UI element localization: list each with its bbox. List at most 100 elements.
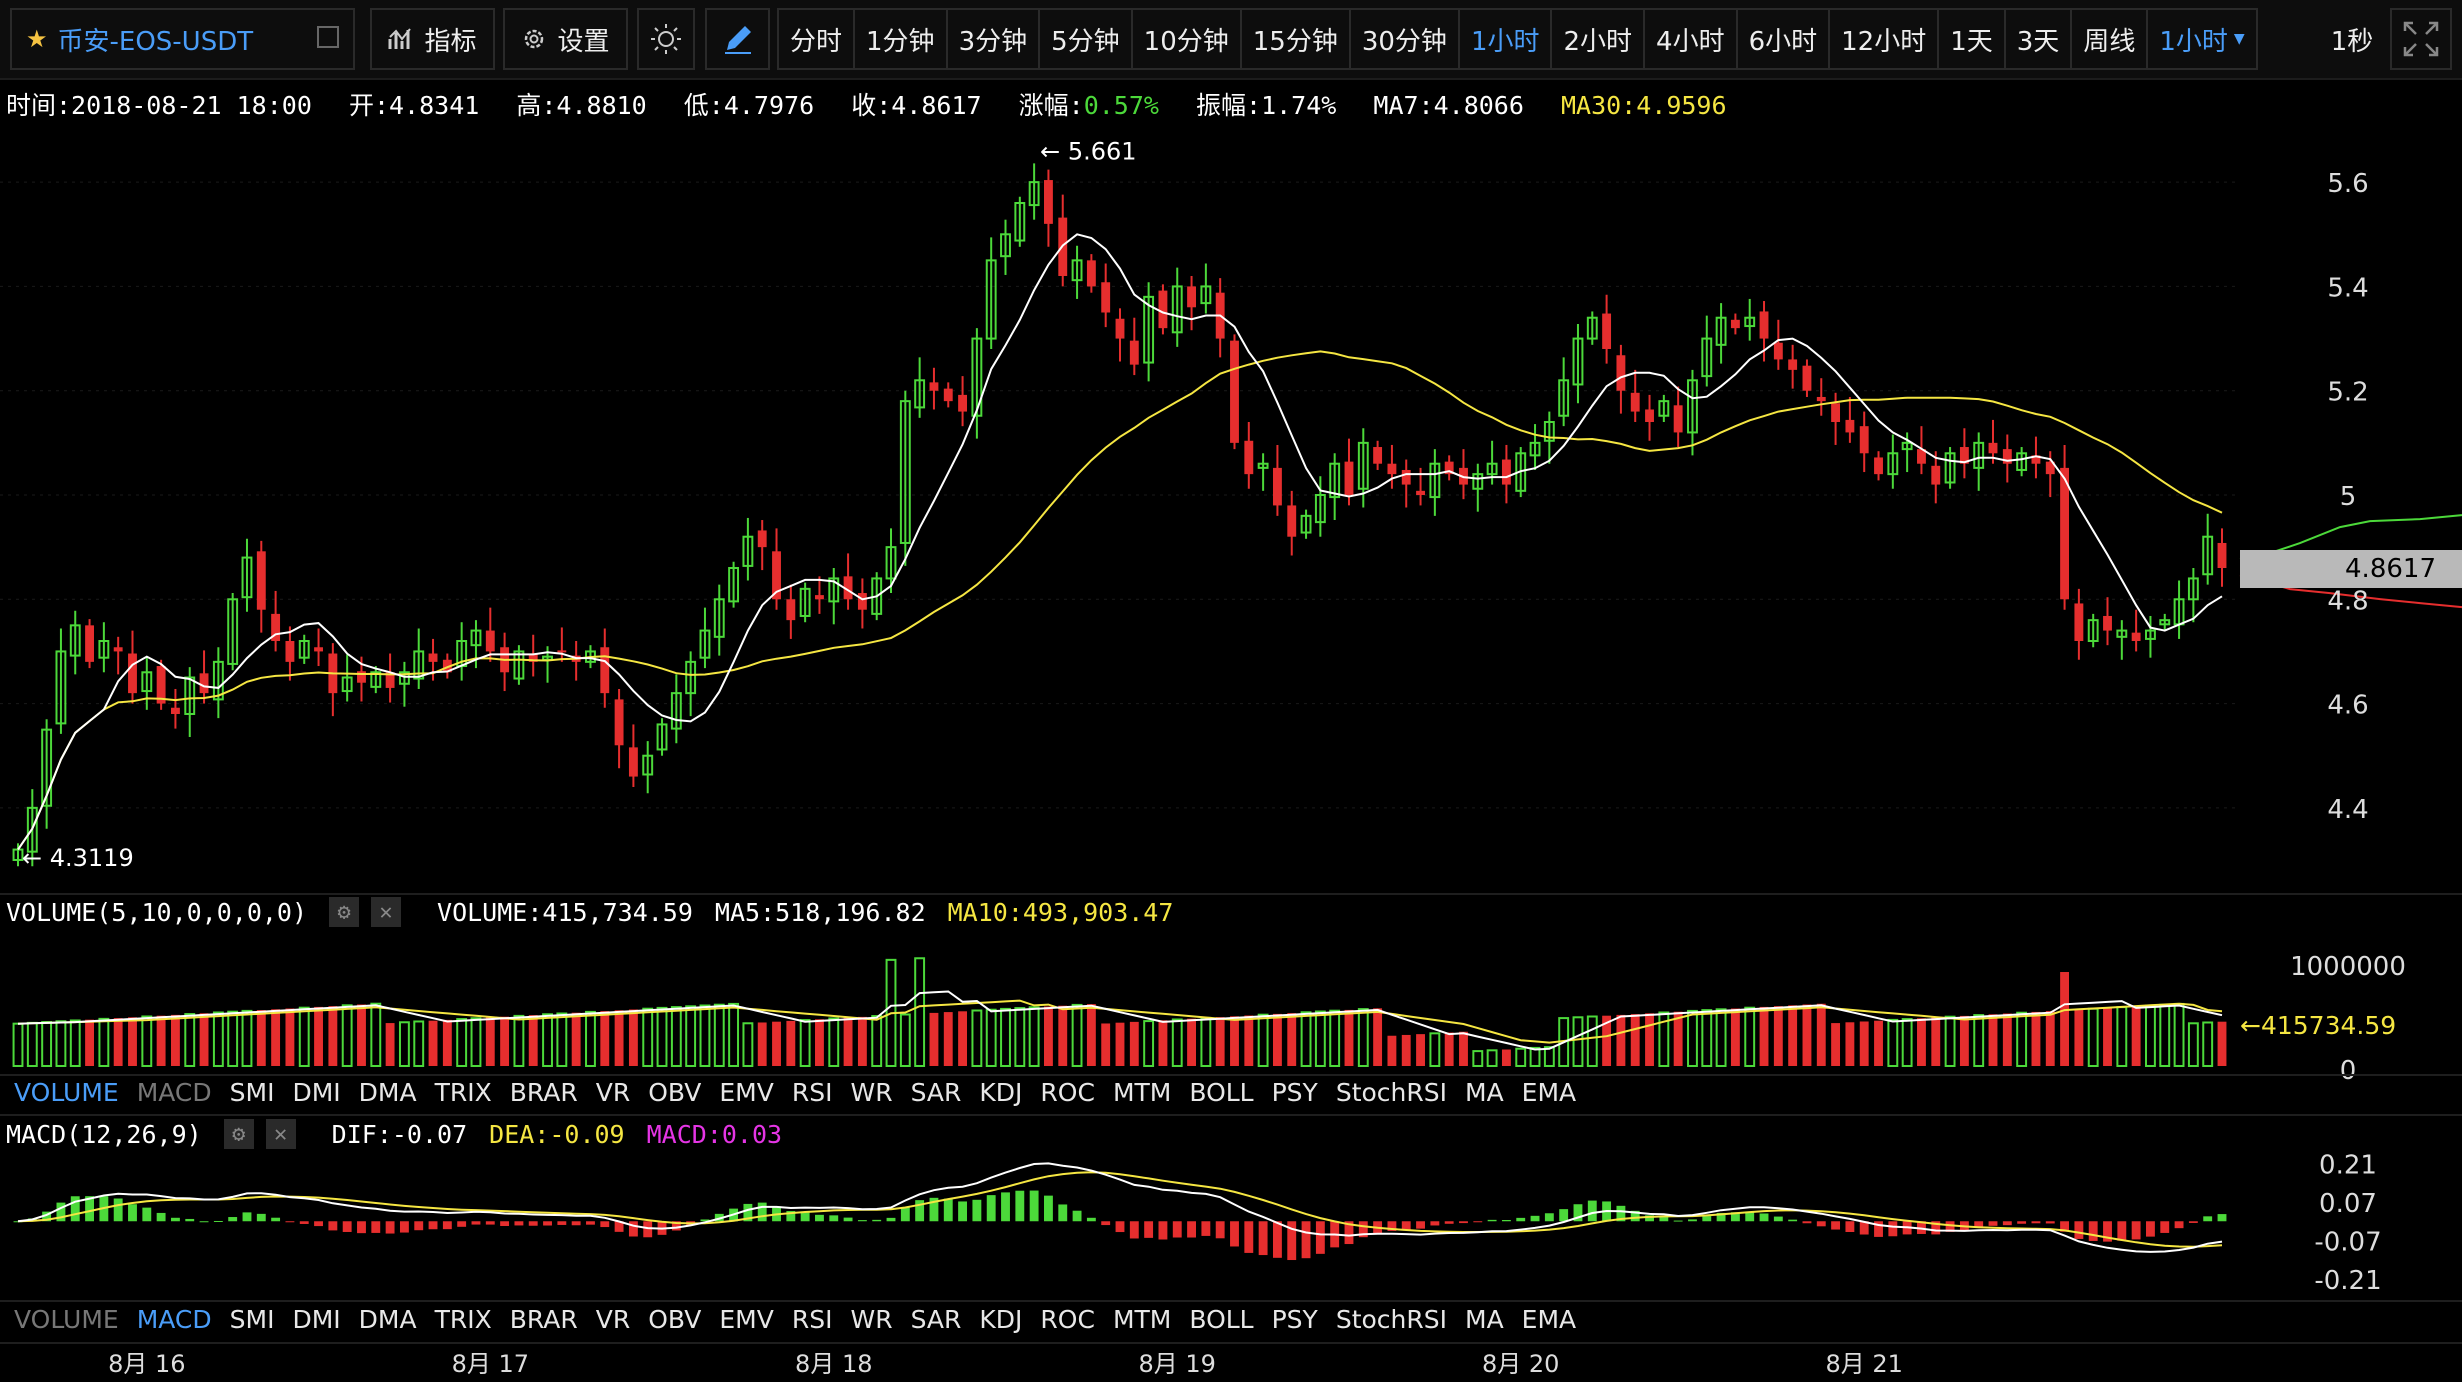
theme-toggle-button[interactable]: [637, 8, 695, 70]
indicator-tab-stochrsi[interactable]: StochRSI: [1335, 1305, 1447, 1334]
indicator-tab-rsi[interactable]: RSI: [791, 1078, 833, 1107]
period-tab[interactable]: 3分钟: [948, 10, 1041, 68]
refresh-interval[interactable]: 1秒: [2330, 26, 2374, 57]
indicator-tab-dmi[interactable]: DMI: [292, 1305, 341, 1334]
macd-bar-positive: [1716, 1212, 1726, 1222]
candle-up: [413, 650, 425, 680]
indicator-tab-boll[interactable]: BOLL: [1189, 1305, 1254, 1334]
indicator-tab-emv[interactable]: EMV: [719, 1078, 774, 1107]
macd-bar-negative: [1401, 1221, 1411, 1230]
indicator-tab-mtm[interactable]: MTM: [1112, 1305, 1172, 1334]
macd-bar-positive: [900, 1207, 910, 1222]
info-change-value: 0.57%: [1083, 91, 1159, 120]
indicator-tab-vr[interactable]: VR: [595, 1305, 631, 1334]
candle-down: [156, 666, 166, 704]
period-tab[interactable]: 周线: [2072, 10, 2149, 68]
indicator-tab-roc[interactable]: ROC: [1040, 1305, 1095, 1334]
gear-icon[interactable]: ⚙: [329, 897, 360, 927]
fullscreen-button[interactable]: [2390, 8, 2452, 70]
indicator-tab-roc[interactable]: ROC: [1040, 1078, 1095, 1107]
volume-bar-up: [341, 1004, 353, 1067]
volume-bar-down: [1759, 1006, 1769, 1066]
indicator-tab-obv[interactable]: OBV: [648, 1078, 702, 1107]
indicator-tab-dma[interactable]: DMA: [358, 1305, 417, 1334]
indicator-tab-boll[interactable]: BOLL: [1189, 1078, 1254, 1107]
period-tab[interactable]: 1分钟: [855, 10, 948, 68]
indicator-tab-emv[interactable]: EMV: [719, 1305, 774, 1334]
indicator-tab-ma[interactable]: MA: [1465, 1305, 1504, 1334]
indicator-tab-trix[interactable]: TRIX: [434, 1078, 492, 1107]
indicator-tab-volume[interactable]: VOLUME: [14, 1305, 119, 1334]
macd-bar-negative: [1330, 1221, 1340, 1248]
volume-bar-up: [1200, 1016, 1212, 1068]
high-price-marker: ← 5.661: [1040, 137, 1136, 165]
indicator-tab-wr[interactable]: WR: [850, 1305, 893, 1334]
indicator-tab-trix[interactable]: TRIX: [434, 1305, 492, 1334]
macd-bar-negative: [614, 1221, 624, 1232]
macd-bar-positive: [1773, 1216, 1783, 1222]
drawing-tool-button[interactable]: [705, 8, 770, 70]
period-tab[interactable]: 3天: [2006, 10, 2073, 68]
candle-up: [1329, 462, 1341, 499]
period-tab[interactable]: 6小时: [1738, 10, 1831, 68]
indicator-tab-smi[interactable]: SMI: [229, 1078, 275, 1107]
period-tab[interactable]: 10分钟: [1133, 10, 1242, 68]
indicator-tab-brar[interactable]: BRAR: [509, 1305, 578, 1334]
popout-icon[interactable]: [317, 26, 339, 48]
period-tab[interactable]: 12小时: [1830, 10, 1940, 68]
indicator-tab-vr[interactable]: VR: [595, 1078, 631, 1107]
divider: [0, 1342, 2462, 1344]
period-tab[interactable]: 15分钟: [1242, 10, 1351, 68]
indicators-button[interactable]: 指标: [370, 8, 495, 70]
indicator-tab-stochrsi[interactable]: StochRSI: [1335, 1078, 1447, 1107]
indicator-tab-obv[interactable]: OBV: [648, 1305, 702, 1334]
indicator-tab-macd[interactable]: MACD: [136, 1078, 212, 1107]
period-tab[interactable]: 1天: [1939, 10, 2006, 68]
period-tab[interactable]: 1小时: [1460, 10, 1553, 68]
macd-bar-negative: [1230, 1221, 1239, 1247]
indicator-tab-smi[interactable]: SMI: [229, 1305, 275, 1334]
macd-bar-positive: [99, 1196, 109, 1222]
close-icon[interactable]: ✕: [371, 897, 402, 927]
indicator-tab-rsi[interactable]: RSI: [791, 1305, 833, 1334]
period-tab[interactable]: 2小时: [1552, 10, 1646, 68]
candle-down: [1086, 260, 1096, 287]
indicator-tab-mtm[interactable]: MTM: [1112, 1078, 1172, 1107]
indicator-tab-psy[interactable]: PSY: [1271, 1305, 1318, 1334]
indicator-tab-macd[interactable]: MACD: [136, 1305, 212, 1334]
volume-bar-up: [713, 1003, 725, 1067]
indicator-tab-ma[interactable]: MA: [1465, 1078, 1504, 1107]
indicator-tab-kdj[interactable]: KDJ: [979, 1078, 1023, 1107]
period-tab[interactable]: 4小时: [1645, 10, 1738, 68]
indicator-tab-brar[interactable]: BRAR: [509, 1078, 578, 1107]
macd-bar-positive: [1730, 1212, 1740, 1222]
candle-down: [1058, 217, 1068, 276]
period-dropdown[interactable]: 1小时 ▼: [2148, 10, 2255, 68]
close-icon[interactable]: ✕: [265, 1119, 296, 1149]
period-tab[interactable]: 分时: [779, 10, 856, 68]
volume-bar-up: [1357, 1008, 1369, 1067]
settings-button[interactable]: 设置: [503, 8, 628, 70]
indicator-tab-sar[interactable]: SAR: [910, 1078, 962, 1107]
indicator-tab-psy[interactable]: PSY: [1271, 1078, 1318, 1107]
candle-down: [328, 653, 338, 694]
period-tab[interactable]: 5分钟: [1040, 10, 1133, 68]
volume-ma5-line: [17, 990, 2223, 1051]
macd-bar-positive: [772, 1206, 781, 1222]
indicator-tab-kdj[interactable]: KDJ: [979, 1305, 1023, 1334]
indicator-tab-dmi[interactable]: DMI: [292, 1078, 341, 1107]
volume-bar-down: [156, 1015, 166, 1066]
symbol-selector[interactable]: ★ 币安-EOS-USDT: [10, 8, 355, 70]
indicator-tab-volume[interactable]: VOLUME: [14, 1078, 119, 1107]
info-amplitude: 振幅:1.74%: [1196, 91, 1337, 120]
indicator-tab-wr[interactable]: WR: [850, 1078, 893, 1107]
star-icon[interactable]: ★: [26, 25, 48, 53]
volume-tick-label: 0: [2340, 1056, 2357, 1086]
period-tab[interactable]: 30分钟: [1351, 10, 1460, 68]
gear-icon[interactable]: ⚙: [223, 1119, 254, 1149]
indicator-tab-ema[interactable]: EMA: [1521, 1078, 1577, 1107]
indicator-tab-ema[interactable]: EMA: [1521, 1305, 1577, 1334]
indicator-tab-dma[interactable]: DMA: [358, 1078, 417, 1107]
indicator-tab-sar[interactable]: SAR: [910, 1305, 962, 1334]
